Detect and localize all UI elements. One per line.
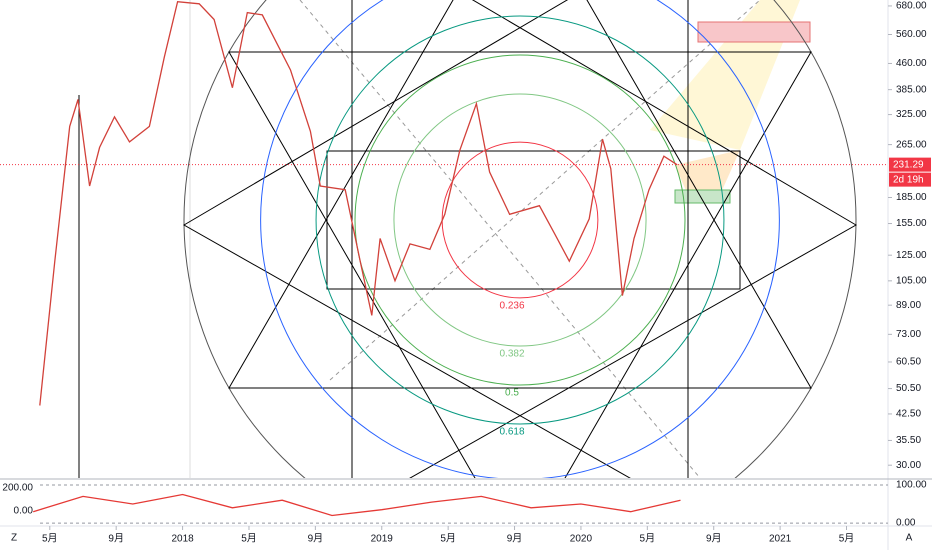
x-tick-label: 9月 <box>507 533 523 545</box>
y-tick-label: 35.50 <box>896 435 921 446</box>
x-tick-label: 2018 <box>171 534 194 545</box>
plot-area: 0.236 0.382 0.5 0.618 0.786 <box>39 0 857 493</box>
outer-circle <box>183 0 857 478</box>
y-tick-label: 265.00 <box>896 139 927 150</box>
countdown-tag <box>889 172 931 187</box>
price-line <box>33 493 681 517</box>
x-tick-label: 9月 <box>108 533 124 545</box>
x-tick-label: 2021 <box>769 534 792 545</box>
y-tick-label: 73.00 <box>896 329 921 340</box>
x-tick-label: 9月 <box>706 533 722 545</box>
fib-circle <box>441 141 599 299</box>
x-tick-label: 5月 <box>640 533 656 545</box>
y-tick-label: 0.00 <box>14 506 34 517</box>
x-tick-label: 5月 <box>839 533 855 545</box>
y-tick-label: 125.00 <box>896 250 927 261</box>
price-tag <box>889 157 931 172</box>
fib-label: 0.382 <box>499 349 524 360</box>
x-tick-label: 2019 <box>371 534 394 545</box>
y-tick-label: 680.00 <box>896 1 927 12</box>
fib-label: 0.786 <box>499 482 524 493</box>
fib-circle <box>354 54 686 386</box>
y-tick-label: 50.50 <box>896 383 921 394</box>
y-tick-label: 30.00 <box>896 460 921 471</box>
corner-label[interactable]: Z <box>11 533 17 544</box>
fib-label: 0.236 <box>499 301 524 312</box>
y-tick-label: 200.00 <box>2 483 33 494</box>
y-tick-label: 89.00 <box>896 300 921 311</box>
y-tick-label: 460.00 <box>896 58 927 69</box>
y2-tick-label: 100.00 <box>896 480 927 491</box>
y2-tick-label: 0.00 <box>896 518 916 529</box>
y-tick-label: 42.50 <box>896 409 921 420</box>
x-tick-label: 9月 <box>308 533 324 545</box>
projection <box>675 150 740 200</box>
fib-circle <box>393 93 647 347</box>
y-tick-label: 60.50 <box>896 357 921 368</box>
fib-label: 0.5 <box>505 388 519 399</box>
x-tick-label: 5月 <box>440 533 456 545</box>
fib-circle <box>260 0 780 478</box>
price-tag-label: 231.29 <box>893 159 924 170</box>
corner-label[interactable]: A <box>906 533 913 544</box>
dashed-lines <box>299 0 761 478</box>
box <box>326 150 741 290</box>
y-tick-label: 560.00 <box>896 29 927 40</box>
fib-label: 0.618 <box>499 427 524 438</box>
countdown-label: 2d 19h <box>893 174 924 185</box>
fib-circle <box>315 15 725 425</box>
price-line <box>39 0 678 406</box>
zone <box>674 189 731 204</box>
y-tick-label: 385.00 <box>896 84 927 95</box>
y-tick-label: 155.00 <box>896 218 927 229</box>
y-tick-label: 105.00 <box>896 275 927 286</box>
x-tick-label: 5月 <box>42 533 58 545</box>
x-tick-label: 2020 <box>570 534 593 545</box>
x-tick-label: 5月 <box>241 533 257 545</box>
y-tick-label: 325.00 <box>896 109 927 120</box>
y-tick-label: 185.00 <box>896 192 927 203</box>
